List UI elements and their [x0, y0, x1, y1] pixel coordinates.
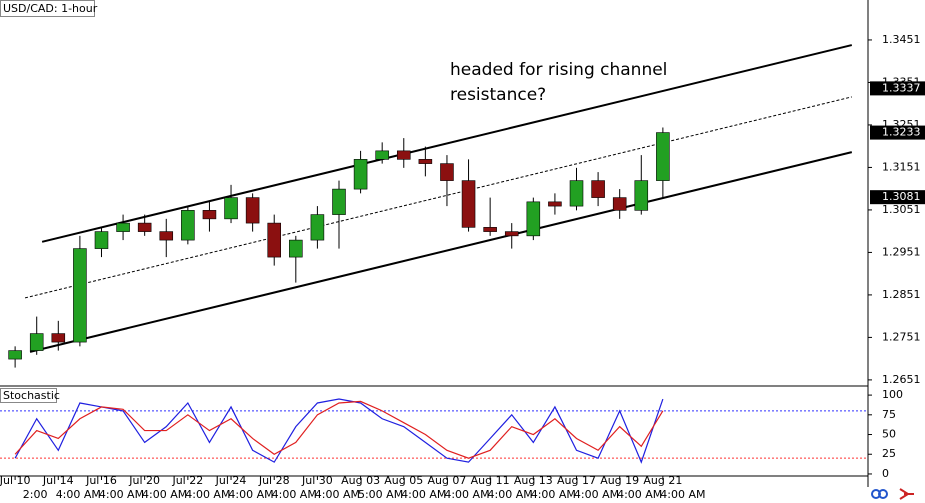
- candle-body: [332, 188, 346, 215]
- candle-body: [504, 231, 519, 237]
- candle-body: [202, 210, 217, 220]
- candle-body: [591, 180, 605, 198]
- x-tick-label: Aug 07: [427, 474, 466, 487]
- candle-body: [73, 248, 87, 343]
- y-tick-label: 50: [882, 428, 896, 441]
- x-tick-label: Jul 16: [85, 474, 117, 487]
- x-time-label: 4:00 AM: [56, 488, 101, 501]
- x-tick-label: Jul 20: [128, 474, 160, 487]
- x-time-label: 4:00 AM: [228, 488, 273, 501]
- indicator-title: Stochastic: [3, 389, 60, 402]
- channel-line: [24, 96, 852, 299]
- candle-body: [353, 159, 368, 190]
- candle-body: [418, 159, 433, 164]
- candle-body: [224, 197, 238, 220]
- y-tick-label: 1.3151: [882, 160, 921, 173]
- price-marker: [870, 125, 925, 140]
- x-tick-label: Aug 03: [341, 474, 380, 487]
- candle-body: [526, 201, 541, 237]
- candle-body: [548, 201, 562, 207]
- price-marker-label: 1.3081: [882, 190, 921, 203]
- x-time-label: 4:00 AM: [99, 488, 144, 501]
- candle-body: [310, 214, 325, 241]
- y-tick-label: 1.2651: [882, 373, 921, 386]
- x-time-label: 4:00 AM: [185, 488, 230, 501]
- candle-body: [461, 180, 476, 228]
- icon[interactable]: [899, 488, 914, 500]
- y-tick-label: 1.2851: [882, 288, 921, 301]
- x-time-label: 4:00 AM: [617, 488, 662, 501]
- candle-body: [116, 222, 130, 232]
- x-time-label: 2:00: [23, 488, 48, 501]
- annotation: headed for rising channel: [450, 60, 667, 80]
- x-tick-label: Aug 13: [514, 474, 553, 487]
- stochastic-line: [14, 400, 664, 459]
- x-tick-label: Jul 28: [258, 474, 290, 487]
- price-marker: [870, 81, 925, 96]
- price-marker-label: 1.3233: [882, 126, 921, 139]
- x-time-label: 4:00 AM: [531, 488, 576, 501]
- x-time-label: 4:00 AM: [272, 488, 317, 501]
- y-tick-label: 1.3051: [882, 203, 921, 216]
- candle-body: [634, 180, 649, 211]
- y-tick-label: 1.3451: [882, 33, 921, 46]
- corner-icons[interactable]: [871, 488, 914, 500]
- candle-body: [137, 222, 152, 232]
- x-time-label: 4:00 AM: [660, 488, 705, 501]
- candle-body: [159, 231, 174, 241]
- x-time-label: 4:00 AM: [315, 488, 360, 501]
- y-tick-label: 0: [882, 467, 889, 480]
- candle-body: [289, 239, 303, 258]
- candle-body: [51, 333, 66, 343]
- candle-body: [181, 210, 195, 241]
- title-box: [0, 0, 95, 17]
- x-time-label: 4:00 AM: [488, 488, 533, 501]
- x-tick-label: Aug 19: [600, 474, 639, 487]
- x-tick-label: Jul 22: [171, 474, 203, 487]
- candle-body: [29, 333, 44, 351]
- x-tick-label: Jul 24: [215, 474, 247, 487]
- y-tick-label: 75: [882, 408, 896, 421]
- channel-line: [41, 44, 853, 243]
- y-tick-label: 25: [882, 447, 896, 460]
- x-tick-label: Aug 17: [557, 474, 596, 487]
- candle-body: [245, 197, 260, 224]
- price-marker-label: 1.3337: [882, 81, 921, 94]
- x-time-label: 5:00 AM: [358, 488, 403, 501]
- candle-body: [8, 350, 22, 360]
- chart-title: USD/CAD: 1-hour: [3, 2, 98, 15]
- x-time-label: 4:00 AM: [444, 488, 489, 501]
- candle-body: [483, 227, 497, 232]
- candle-body: [94, 231, 109, 249]
- x-tick-label: Aug 11: [471, 474, 510, 487]
- x-tick-label: Aug 05: [384, 474, 423, 487]
- candle-body: [375, 150, 389, 160]
- x-tick-label: Jul 10: [0, 474, 30, 487]
- candle-body: [612, 197, 627, 211]
- channel-line: [29, 151, 853, 353]
- y-tick-label: 100: [882, 388, 903, 401]
- icon[interactable]: [878, 489, 888, 499]
- candle-body: [656, 132, 670, 181]
- candle-body: [569, 180, 584, 207]
- x-tick-label: Jul 30: [301, 474, 333, 487]
- x-time-label: 4:00 AM: [142, 488, 187, 501]
- x-time-label: 4:00 AM: [574, 488, 619, 501]
- y-tick-label: 1.2951: [882, 245, 921, 258]
- candle-body: [396, 150, 411, 160]
- x-tick-label: Aug 21: [643, 474, 682, 487]
- title-box: [0, 388, 57, 403]
- x-tick-label: Jul 14: [42, 474, 74, 487]
- price-marker: [870, 190, 925, 205]
- x-time-label: 4:00 AM: [401, 488, 446, 501]
- candle-body: [440, 163, 454, 181]
- annotation: resistance?: [450, 85, 546, 105]
- y-tick-label: 1.2751: [882, 330, 921, 343]
- stochastic-line: [14, 398, 664, 464]
- candle-body: [267, 222, 281, 258]
